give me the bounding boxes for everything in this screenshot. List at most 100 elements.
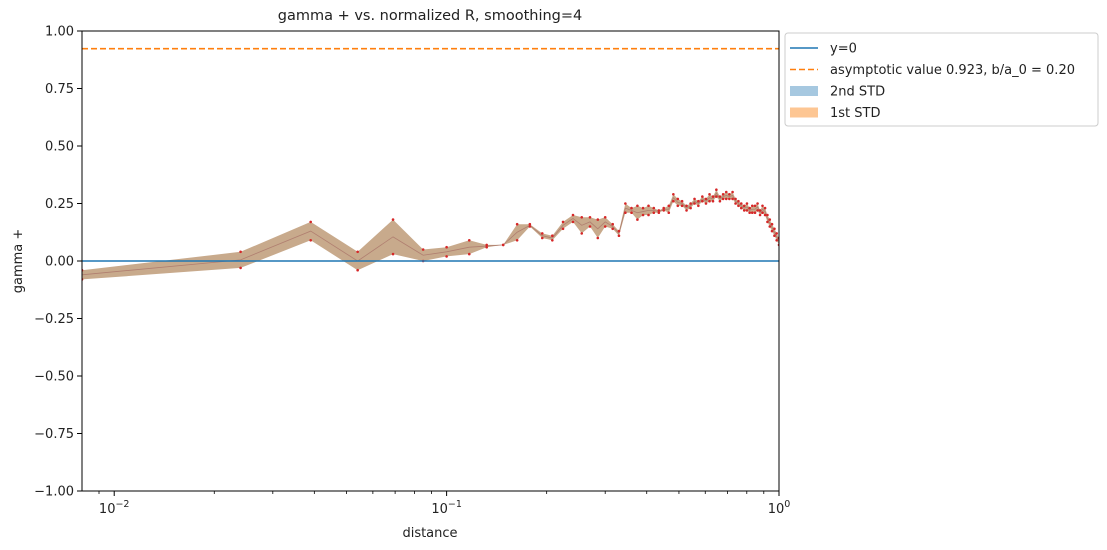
upper-point xyxy=(734,197,737,201)
upper-point xyxy=(309,220,312,224)
x-tick-label: 10−1 xyxy=(431,499,462,517)
x-tick-exponent: 0 xyxy=(784,499,790,510)
chart-title: gamma + vs. normalized R, smoothing=4 xyxy=(278,8,583,24)
upper-point xyxy=(701,195,704,198)
lower-point xyxy=(693,202,696,205)
upper-point xyxy=(551,234,554,237)
lower-point xyxy=(611,227,614,231)
axes: −1.00 −0.75 −0.50 −0.25 0.00 0.25 0.50 0.75 1.00… xyxy=(34,25,790,518)
upper-point xyxy=(748,206,751,210)
lower-point xyxy=(647,213,650,217)
lower-point xyxy=(758,213,762,217)
legend-frame xyxy=(784,32,1099,127)
lower-point xyxy=(391,252,395,256)
y-tick-label: −0.75 xyxy=(34,427,74,442)
lower-point xyxy=(596,236,600,240)
upper-point xyxy=(704,197,708,201)
upper-point xyxy=(603,216,607,219)
lower-point xyxy=(676,204,680,208)
lower-point xyxy=(515,239,519,242)
lower-point xyxy=(356,268,359,272)
upper-point xyxy=(630,206,633,210)
y-tick-label: 0.25 xyxy=(45,197,74,212)
lower-point xyxy=(715,195,718,198)
lower-point xyxy=(501,243,505,247)
lower-point xyxy=(711,199,715,203)
lower-point xyxy=(742,209,746,212)
upper-point xyxy=(571,213,575,217)
lower-point xyxy=(721,197,725,201)
upper-point xyxy=(239,250,242,254)
lower-point xyxy=(689,206,692,210)
lower-point xyxy=(540,236,544,240)
upper-point xyxy=(739,202,743,205)
upper-point xyxy=(540,232,544,235)
lower-point xyxy=(750,211,754,214)
lower-point xyxy=(445,255,448,258)
series-line xyxy=(82,192,779,276)
lower-point xyxy=(766,220,769,224)
upper-point xyxy=(672,193,675,196)
upper-point xyxy=(763,206,767,210)
lower-point xyxy=(588,225,592,228)
lower-point xyxy=(756,209,759,212)
y-tick-label: 0.75 xyxy=(45,82,74,97)
lower-point xyxy=(680,204,684,208)
upper-point xyxy=(731,190,734,194)
plot-area xyxy=(82,47,779,281)
lower-point xyxy=(617,234,621,237)
lower-point xyxy=(630,211,633,214)
upper-point xyxy=(647,204,650,208)
upper-point xyxy=(652,206,656,210)
upper-point xyxy=(697,199,700,203)
upper-point xyxy=(467,239,471,242)
upper-point xyxy=(676,197,680,201)
lower-point xyxy=(561,227,565,231)
upper-point xyxy=(766,213,769,217)
std-band xyxy=(82,189,779,280)
y-tick-label: 0.00 xyxy=(45,255,74,270)
upper-point xyxy=(580,216,584,219)
upper-point xyxy=(742,204,746,208)
lower-point xyxy=(731,197,734,201)
lower-point xyxy=(737,204,740,208)
lower-point xyxy=(485,245,488,249)
upper-point xyxy=(624,202,627,205)
x-tick-base: 10 xyxy=(431,502,448,517)
lower-point xyxy=(775,239,778,242)
lower-point xyxy=(728,197,731,201)
lower-point xyxy=(652,211,656,214)
lower-point xyxy=(239,266,242,270)
upper-point xyxy=(724,190,728,194)
upper-point xyxy=(662,206,666,210)
upper-point xyxy=(708,193,711,196)
lower-point xyxy=(768,225,772,228)
lower-point xyxy=(739,206,743,210)
upper-point xyxy=(750,204,754,208)
lower-point xyxy=(528,225,532,228)
upper-point xyxy=(745,202,749,205)
lower-point xyxy=(748,211,751,214)
y-tick-label: −0.25 xyxy=(34,312,74,327)
upper-point xyxy=(721,193,725,196)
lower-point xyxy=(708,199,711,203)
legend-label: 1st STD xyxy=(830,106,880,121)
lower-point xyxy=(773,234,776,237)
upper-point xyxy=(761,204,764,208)
lower-point xyxy=(636,218,639,221)
upper-point xyxy=(421,248,425,251)
upper-point xyxy=(758,209,762,212)
lower-point xyxy=(701,199,704,203)
upper-point xyxy=(685,204,688,208)
lower-point xyxy=(770,229,774,233)
lower-point xyxy=(718,199,722,203)
upper-point xyxy=(588,216,592,219)
lower-point xyxy=(685,209,688,212)
upper-point xyxy=(737,199,740,203)
upper-point xyxy=(657,209,661,212)
upper-point xyxy=(445,245,448,249)
upper-point xyxy=(596,218,600,221)
lower-point xyxy=(641,213,645,217)
lower-point xyxy=(580,232,584,235)
